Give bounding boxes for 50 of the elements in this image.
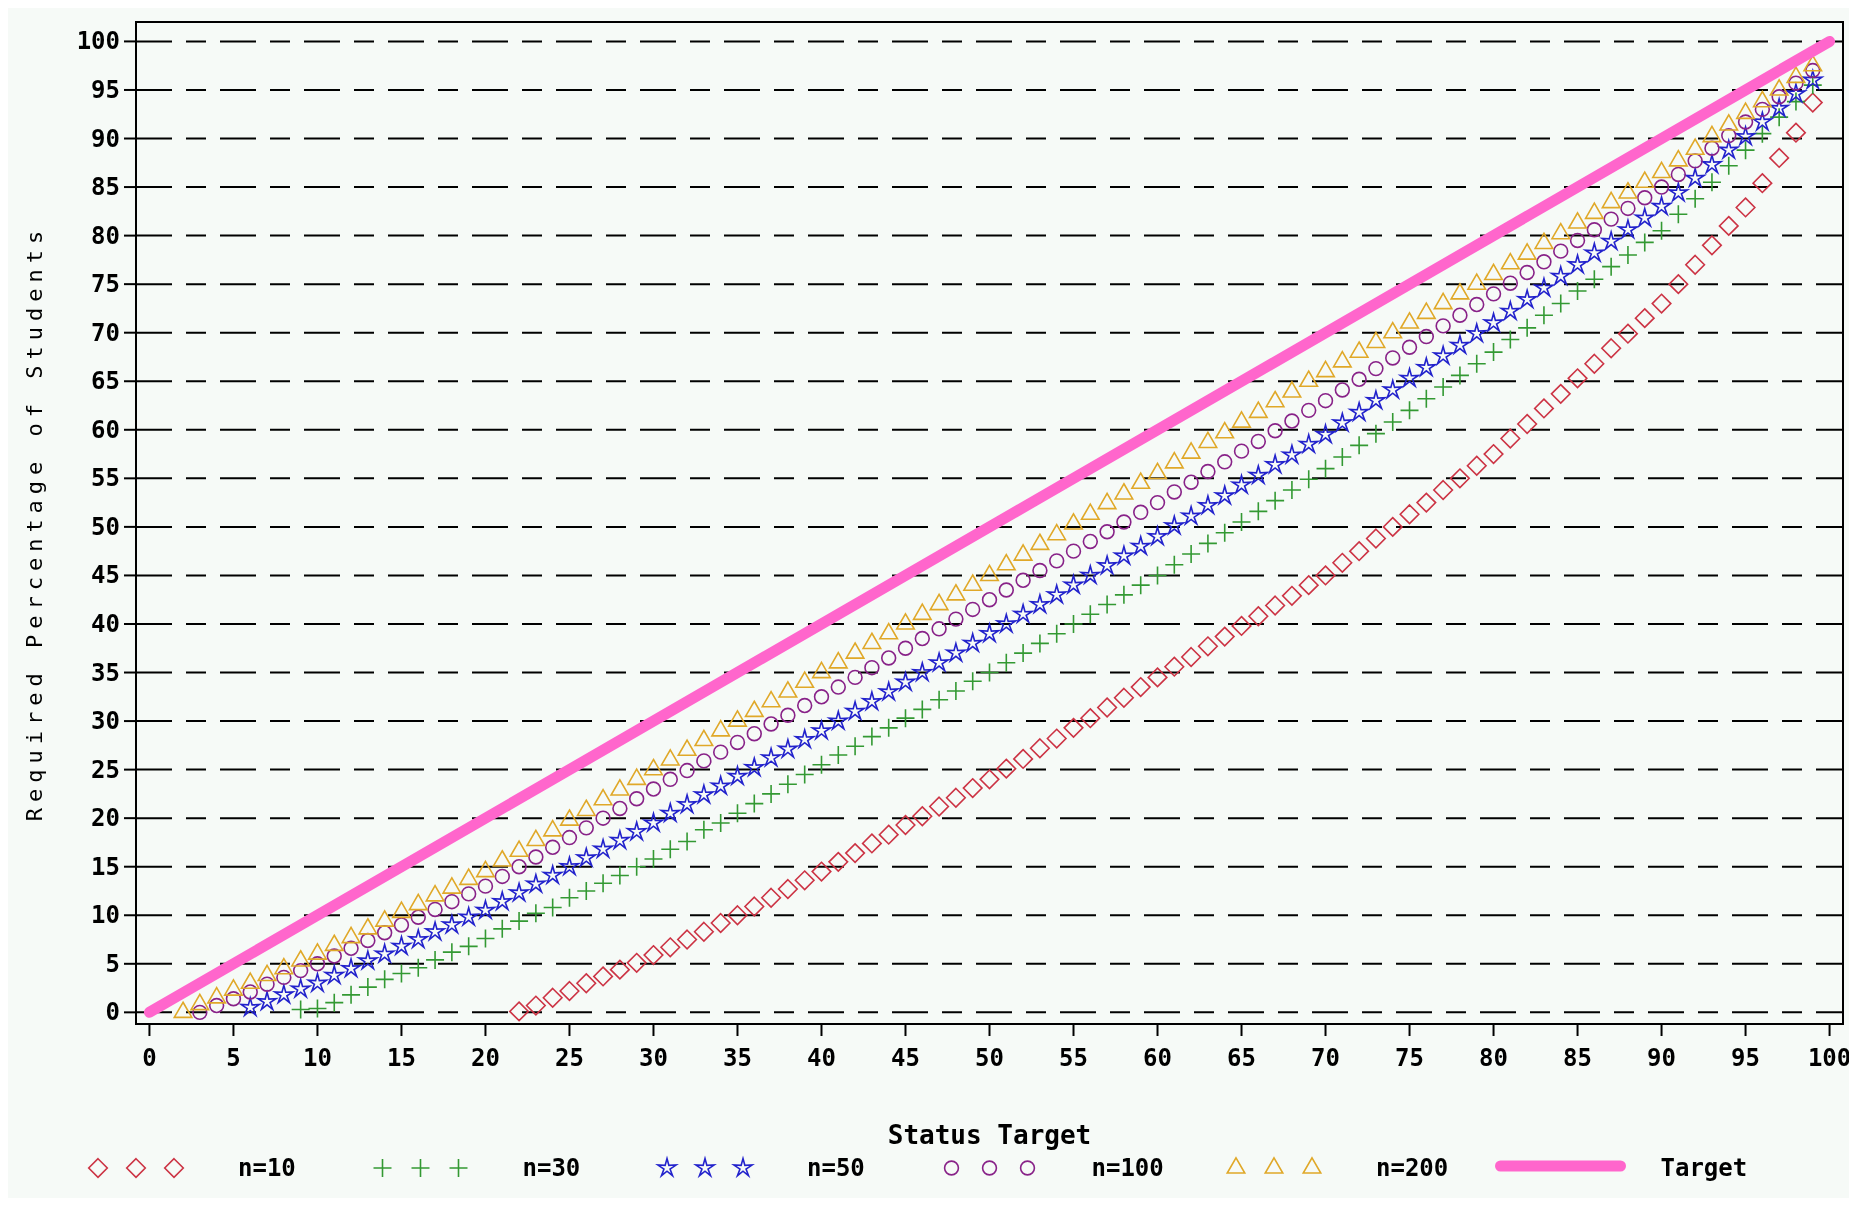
y-tick-label: 0 [105,998,120,1027]
legend-label: n=50 [807,1154,865,1182]
y-tick-label: 80 [91,221,120,250]
y-tick-label: 20 [91,804,120,833]
y-tick-label: 60 [91,415,120,444]
x-tick-label: 70 [1311,1044,1340,1072]
y-tick-label: 30 [91,707,120,736]
x-tick-label: 40 [807,1044,836,1072]
y-tick-label: 50 [91,512,120,541]
x-tick-label: 30 [639,1044,668,1072]
x-tick-label: 80 [1479,1044,1508,1072]
x-tick-label: 95 [1731,1044,1761,1072]
legend-label: n=30 [522,1154,581,1182]
x-tick-label: 20 [471,1044,500,1072]
x-tick-label: 60 [1143,1044,1172,1072]
x-tick-label: 100 [1807,1044,1852,1072]
y-tick-label: 55 [91,464,120,493]
y-tick-label: 45 [91,561,120,590]
x-tick-label: 75 [1395,1044,1424,1072]
y-tick-label: 10 [91,901,120,930]
x-tick-label: 45 [891,1044,920,1072]
x-tick-label: 50 [975,1044,1004,1072]
y-tick-label: 5 [105,949,120,978]
y-tick-label: 70 [91,318,120,347]
y-tick-label: 95 [91,75,120,104]
x-tick-label: 0 [142,1044,157,1072]
y-tick-label: 25 [91,755,120,784]
x-tick-label: 85 [1563,1044,1592,1072]
y-tick-label: 65 [91,367,120,396]
legend-label: n=10 [238,1154,296,1182]
x-tick-label: 90 [1647,1044,1676,1072]
y-axis-title: Required Percentage of Students [22,224,47,822]
y-tick-label: 90 [91,124,120,153]
y-tick-label: 15 [91,852,120,881]
legend-label: n=100 [1091,1154,1164,1182]
x-tick-label: 55 [1059,1044,1088,1072]
y-tick-label: 75 [91,270,120,299]
y-tick-label: 100 [76,27,120,56]
x-tick-label: 25 [555,1044,584,1072]
x-axis-title: Status Target [887,1120,1092,1150]
y-tick-label: 40 [91,609,120,638]
x-tick-label: 10 [303,1044,332,1072]
legend-label: n=200 [1376,1154,1449,1182]
x-tick-label: 5 [226,1044,241,1072]
x-tick-label: 65 [1227,1044,1256,1072]
y-tick-label: 35 [91,658,120,687]
y-tick-label: 85 [91,173,120,202]
x-tick-label: 35 [723,1044,752,1072]
x-tick-label: 15 [387,1044,416,1072]
legend-label: Target [1660,1154,1748,1182]
